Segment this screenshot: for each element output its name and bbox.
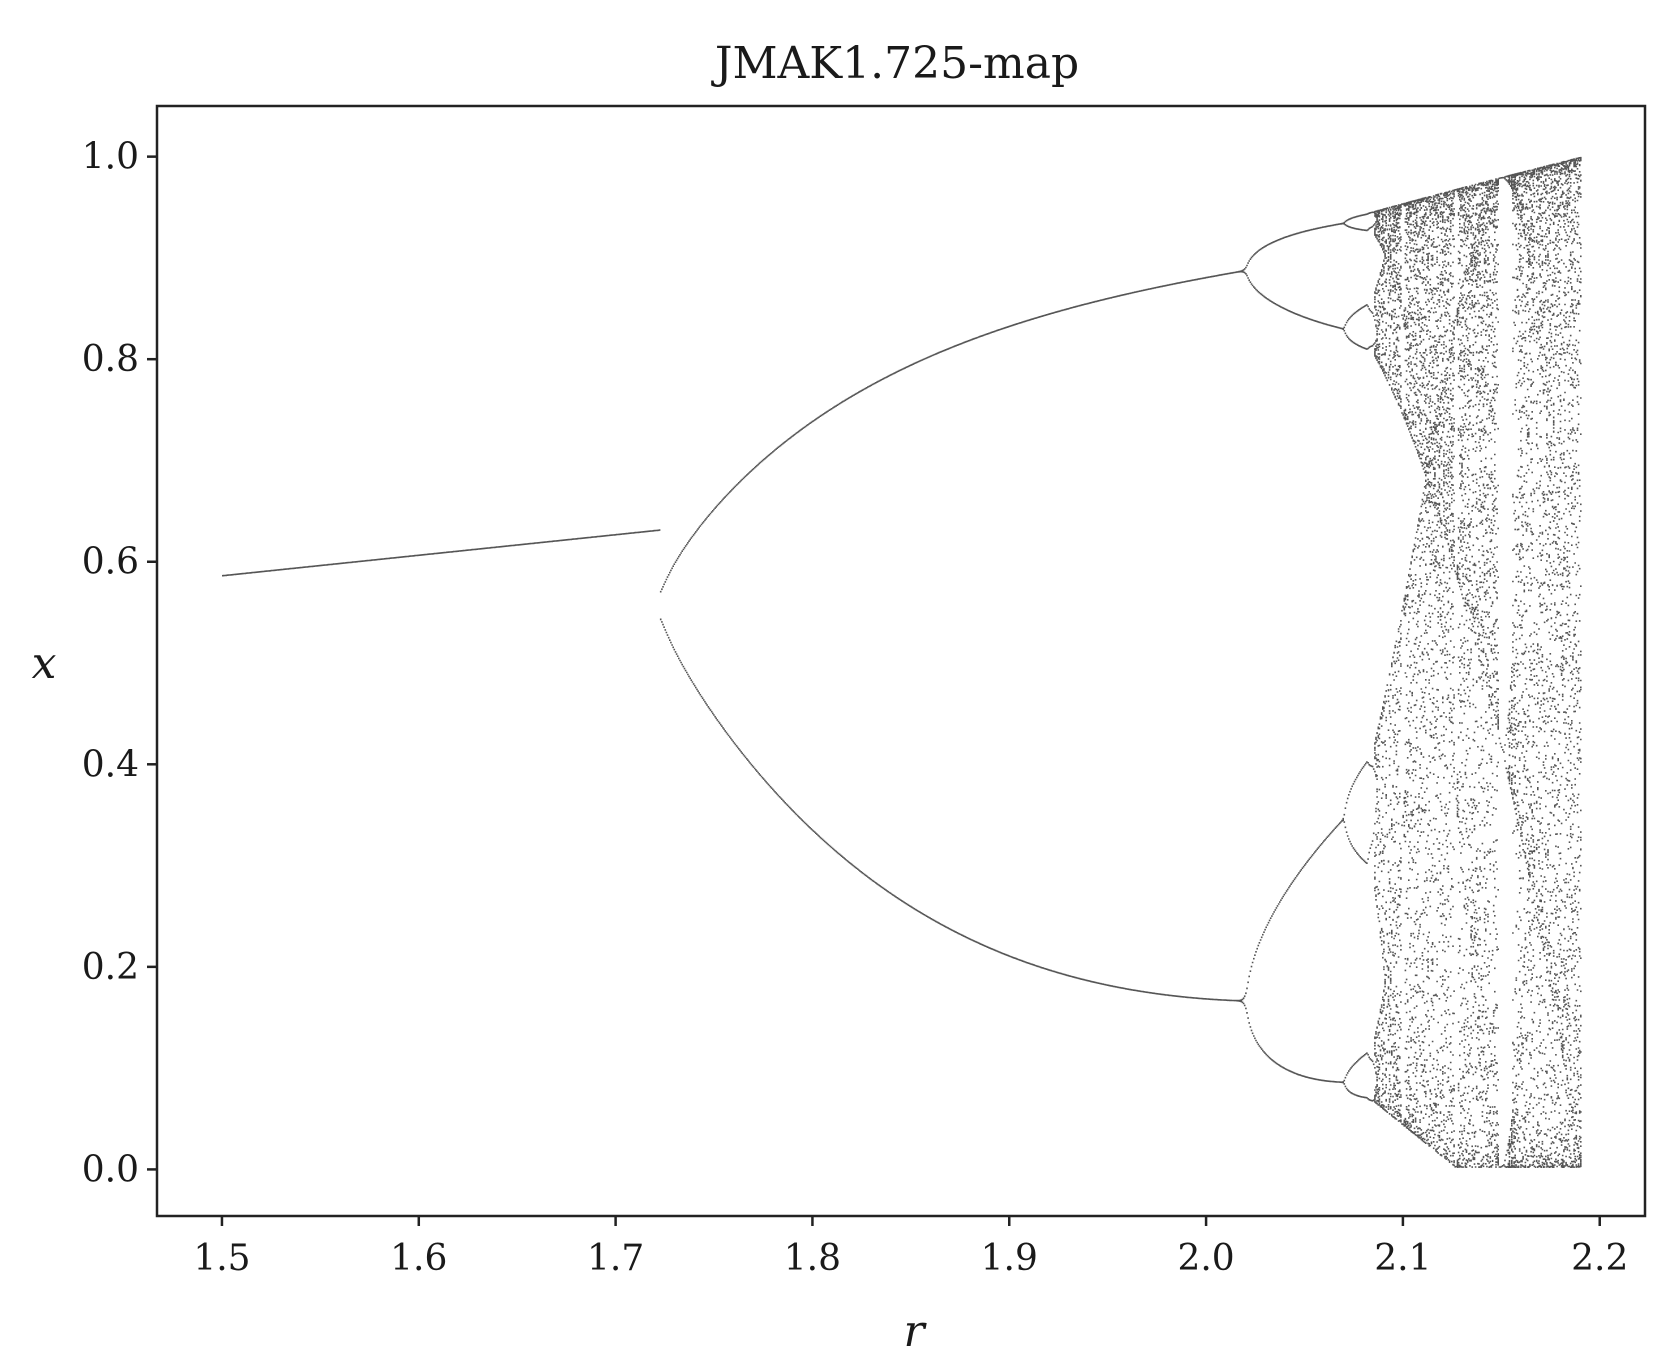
x-tick-label: 1.8	[784, 1238, 841, 1279]
x-tick-label: 1.9	[981, 1238, 1038, 1279]
y-axis: 0.0 0.2 0.4 0.6 0.8 1.0	[82, 137, 157, 1190]
y-tick-label: 0.0	[82, 1149, 139, 1190]
x-tick-label: 2.0	[1177, 1238, 1234, 1279]
y-tick-label: 0.4	[82, 744, 139, 785]
chart-title: JMAK1.725-map	[711, 38, 1079, 89]
y-tick-label: 1.0	[82, 137, 139, 178]
y-tick-label: 0.8	[82, 339, 139, 380]
x-axis-label: r	[903, 1306, 927, 1357]
y-tick-label: 0.6	[82, 542, 139, 583]
y-tick-label: 0.2	[82, 947, 139, 988]
x-axis: 1.5 1.6 1.7 1.8 1.9 2.0 2.1 2.2	[193, 1216, 1628, 1279]
y-axis-label: x	[32, 638, 57, 689]
x-tick-label: 1.6	[390, 1238, 447, 1279]
plot-frame	[155, 104, 1647, 1218]
x-tick-label: 1.7	[587, 1238, 644, 1279]
x-tick-label: 2.2	[1571, 1238, 1628, 1279]
x-tick-label: 1.5	[193, 1238, 250, 1279]
x-tick-label: 2.1	[1374, 1238, 1431, 1279]
